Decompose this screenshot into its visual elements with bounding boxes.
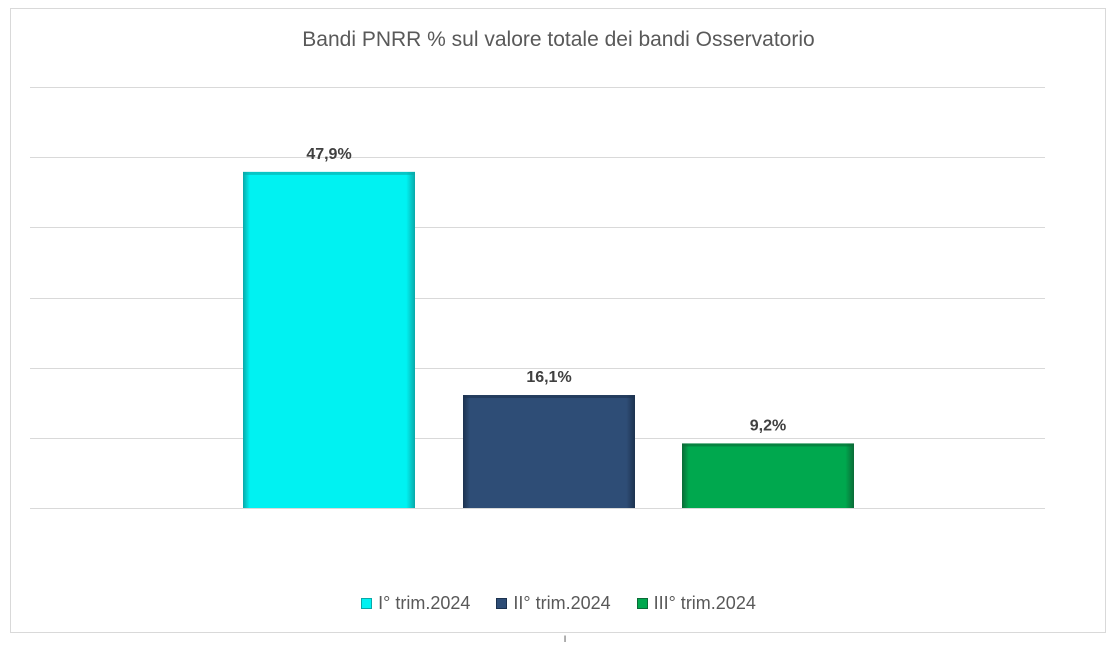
legend-item-3: III° trim.2024 xyxy=(636,593,756,614)
bar-1 xyxy=(243,171,415,508)
legend-label-1: I° trim.2024 xyxy=(378,593,471,613)
bar-1-top-edge xyxy=(243,171,415,175)
bar-2 xyxy=(463,395,635,508)
legend: I° trim.2024 II° trim.2024 III° trim.2024 xyxy=(0,593,1117,614)
bar-3 xyxy=(682,443,854,508)
legend-swatch-2 xyxy=(496,598,508,609)
chart-frame xyxy=(10,8,1106,633)
bar-3-top-edge xyxy=(682,443,854,447)
legend-label-2: II° trim.2024 xyxy=(513,593,611,613)
legend-item-1: I° trim.2024 xyxy=(361,593,470,614)
bars xyxy=(243,171,854,508)
data-label-1: 47,9% xyxy=(306,146,351,163)
legend-label-3: III° trim.2024 xyxy=(653,593,756,613)
data-label-2: 16,1% xyxy=(526,369,571,386)
legend-item-2: II° trim.2024 xyxy=(496,593,611,614)
legend-swatch-3 xyxy=(636,598,648,609)
gridlines xyxy=(30,87,1045,509)
footer-mark: ˡ xyxy=(564,633,567,648)
data-label-3: 9,2% xyxy=(750,417,786,434)
legend-swatch-1 xyxy=(361,598,373,609)
data-labels: 47,9% 16,1% 9,2% xyxy=(306,146,786,435)
bar-2-top-edge xyxy=(463,395,635,399)
chart-title: Bandi PNRR % sul valore totale dei bandi… xyxy=(302,28,815,51)
